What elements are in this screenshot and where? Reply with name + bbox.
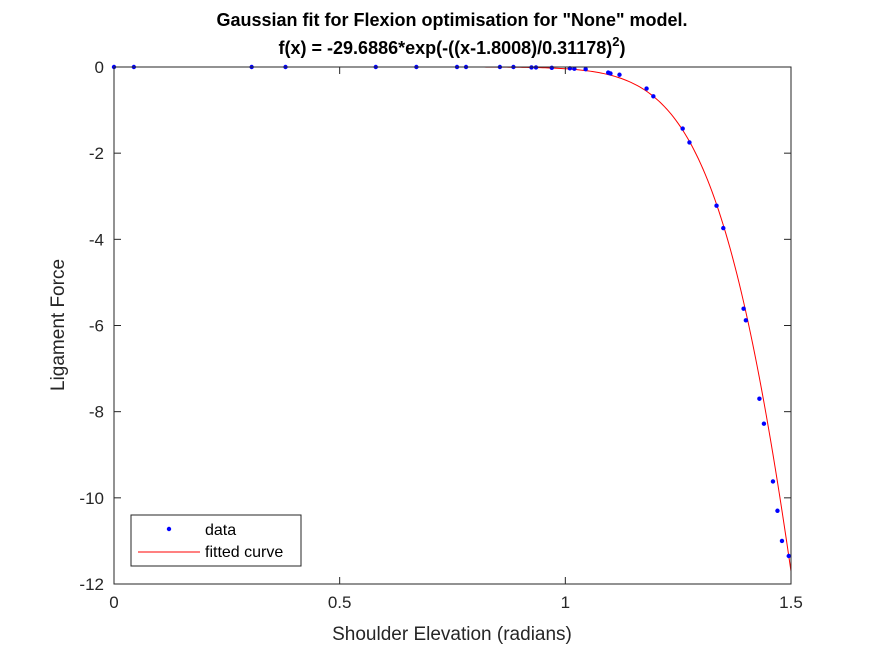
x-tick-label: 0 <box>109 593 118 612</box>
data-point <box>761 421 767 426</box>
data-point <box>721 225 726 231</box>
y-tick-label: -8 <box>89 403 104 422</box>
y-tick-label: -2 <box>89 144 104 163</box>
subtitle-end: ) <box>619 38 625 58</box>
data-point <box>583 66 588 72</box>
chart-title: Gaussian fit for Flexion optimisation fo… <box>216 10 687 30</box>
data-point <box>572 66 577 71</box>
data-point <box>687 140 692 145</box>
x-tick-label: 0.5 <box>328 593 352 612</box>
data-point <box>743 318 749 323</box>
chart-subtitle: f(x) = -29.6886*exp(-((x-1.8008)/0.31178… <box>279 34 626 58</box>
y-tick-label: -4 <box>89 230 104 249</box>
data-point <box>680 126 685 131</box>
x-axis-label: Shoulder Elevation (radians) <box>332 624 572 645</box>
legend-label-data: data <box>205 522 236 539</box>
y-axis-label: Ligament Force <box>48 259 69 391</box>
ticks-layer: 0 0.5 1 1.5 0 -2 -4 -6 -8 -10 -12 <box>79 58 802 612</box>
data-point <box>644 86 649 91</box>
data-point <box>608 71 613 76</box>
data-point <box>770 479 776 484</box>
y-tick-label: 0 <box>95 58 104 77</box>
data-point <box>775 508 780 513</box>
legend-box <box>130 514 302 567</box>
data-point <box>549 65 554 71</box>
plot-area <box>114 67 791 584</box>
data-point <box>617 72 622 77</box>
legend-data-marker <box>166 526 172 532</box>
y-tick-label: -12 <box>79 575 104 594</box>
data-point <box>779 538 785 544</box>
subtitle-main: f(x) = -29.6886*exp(-((x-1.8008)/0.31178… <box>279 38 613 58</box>
y-tick-label: -10 <box>79 489 104 508</box>
subtitle-superscript: 2 <box>612 34 619 49</box>
legend-label-fitted: fitted curve <box>205 544 283 561</box>
data-point <box>786 553 791 559</box>
y-tick-label: -6 <box>89 317 104 336</box>
x-tick-label: 1 <box>561 593 570 612</box>
legend: data fitted curve <box>130 514 302 567</box>
data-point <box>651 94 656 99</box>
x-tick-label: 1.5 <box>779 593 803 612</box>
data-point <box>741 306 746 311</box>
data-point <box>757 396 762 401</box>
data-point <box>714 203 719 208</box>
